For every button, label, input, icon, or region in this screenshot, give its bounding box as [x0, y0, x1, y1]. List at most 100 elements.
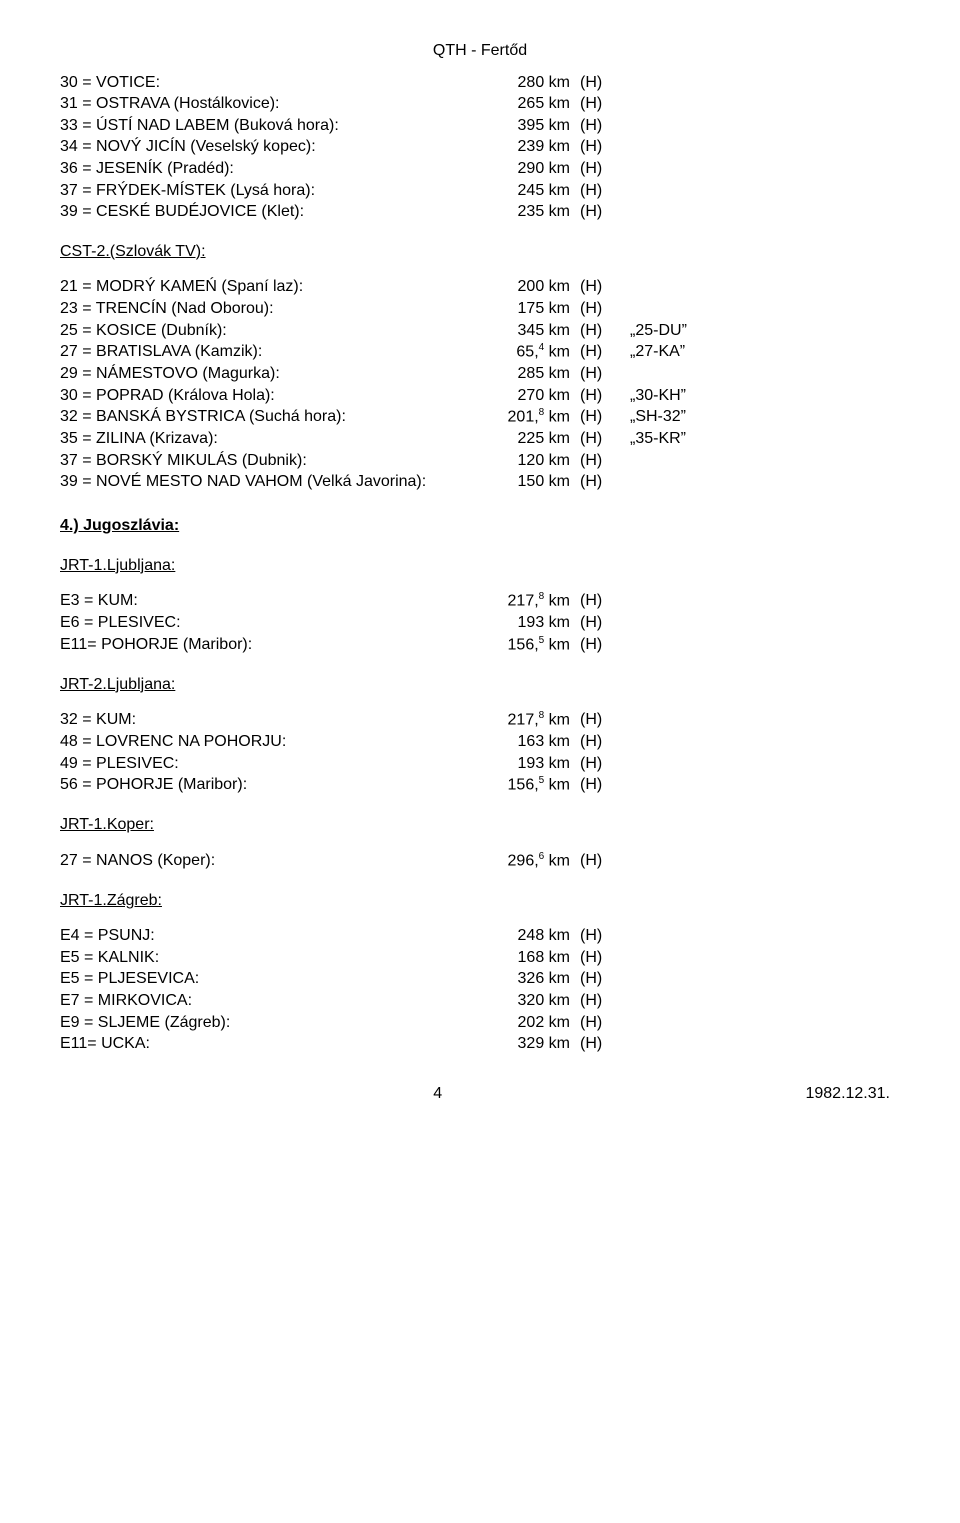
row-flag: (H)	[570, 93, 620, 115]
row-distance: 326 km	[480, 968, 570, 990]
row-flag: (H)	[570, 115, 620, 137]
row-tag	[620, 298, 720, 320]
row-distance: 175 km	[480, 298, 570, 320]
row-label: 31 = OSTRAVA (Hostálkovice):	[60, 93, 480, 115]
row-label: 36 = JESENÍK (Pradéd):	[60, 158, 480, 180]
row-label: 32 = KUM:	[60, 709, 480, 731]
block-jrt2-ljubljana: 32 = KUM:217,8 km(H)48 = LOVRENC NA POHO…	[60, 709, 900, 796]
row-distance: 270 km	[480, 385, 570, 407]
row-label: E5 = KALNIK:	[60, 947, 480, 969]
row-label: 21 = MODRÝ KAMEŃ (Spaní laz):	[60, 276, 480, 298]
table-row: 48 = LOVRENC NA POHORJU:163 km(H)	[60, 731, 900, 753]
table-row: 29 = NÁMESTOVO (Magurka):285 km(H)	[60, 363, 900, 385]
row-label: E11= UCKA:	[60, 1033, 480, 1055]
row-label: 35 = ZILINA (Krizava):	[60, 428, 480, 450]
row-flag: (H)	[570, 634, 620, 656]
row-tag	[620, 850, 720, 872]
row-flag: (H)	[570, 201, 620, 223]
block-jrt1-zagreb: E4 = PSUNJ:248 km(H)E5 = KALNIK:168 km(H…	[60, 925, 900, 1055]
row-distance: 156,5 km	[480, 774, 570, 796]
table-row: 32 = BANSKÁ BYSTRICA (Suchá hora):201,8 …	[60, 406, 900, 428]
table-row: 25 = KOSICE (Dubník):345 km(H)„25-DU”	[60, 320, 900, 342]
row-tag	[620, 363, 720, 385]
row-tag: „35-KR”	[620, 428, 720, 450]
row-flag: (H)	[570, 850, 620, 872]
row-flag: (H)	[570, 180, 620, 202]
row-distance: 193 km	[480, 612, 570, 634]
row-tag	[620, 990, 720, 1012]
row-tag	[620, 731, 720, 753]
table-row: 49 = PLESIVEC:193 km(H)	[60, 753, 900, 775]
table-row: 30 = VOTICE:280 km(H)	[60, 72, 900, 94]
table-row: E3 = KUM:217,8 km(H)	[60, 590, 900, 612]
row-tag	[620, 115, 720, 137]
row-tag	[620, 774, 720, 796]
row-flag: (H)	[570, 136, 620, 158]
row-distance: 65,4 km	[480, 341, 570, 363]
table-row: E5 = KALNIK:168 km(H)	[60, 947, 900, 969]
row-flag: (H)	[570, 406, 620, 428]
row-label: 49 = PLESIVEC:	[60, 753, 480, 775]
row-flag: (H)	[570, 72, 620, 94]
row-flag: (H)	[570, 968, 620, 990]
table-row: 27 = NANOS (Koper):296,6 km(H)	[60, 850, 900, 872]
row-flag: (H)	[570, 774, 620, 796]
row-flag: (H)	[570, 925, 620, 947]
row-tag	[620, 1033, 720, 1055]
row-label: E5 = PLJESEVICA:	[60, 968, 480, 990]
row-label: 56 = POHORJE (Maribor):	[60, 774, 480, 796]
row-distance: 217,8 km	[480, 590, 570, 612]
row-distance: 217,8 km	[480, 709, 570, 731]
row-distance: 156,5 km	[480, 634, 570, 656]
table-row: 39 = CESKÉ BUDÉJOVICE (Klet):235 km(H)	[60, 201, 900, 223]
row-distance: 329 km	[480, 1033, 570, 1055]
row-tag	[620, 925, 720, 947]
row-tag	[620, 590, 720, 612]
row-tag	[620, 612, 720, 634]
row-tag	[620, 201, 720, 223]
row-distance: 235 km	[480, 201, 570, 223]
row-label: 39 = CESKÉ BUDÉJOVICE (Klet):	[60, 201, 480, 223]
row-label: E7 = MIRKOVICA:	[60, 990, 480, 1012]
table-row: 21 = MODRÝ KAMEŃ (Spaní laz):200 km(H)	[60, 276, 900, 298]
page-footer: 4 1982.12.31.	[60, 1083, 900, 1105]
row-flag: (H)	[570, 990, 620, 1012]
row-tag	[620, 471, 720, 493]
row-flag: (H)	[570, 298, 620, 320]
table-row: 56 = POHORJE (Maribor):156,5 km(H)	[60, 774, 900, 796]
page-header: QTH - Fertőd	[60, 40, 900, 62]
row-tag	[620, 72, 720, 94]
row-tag	[620, 450, 720, 472]
row-label: 33 = ÚSTÍ NAD LABEM (Buková hora):	[60, 115, 480, 137]
section-jrt1-zagreb: JRT-1.Zágreb:	[60, 890, 900, 912]
row-label: 23 = TRENCÍN (Nad Oborou):	[60, 298, 480, 320]
footer-date: 1982.12.31.	[805, 1083, 890, 1105]
row-flag: (H)	[570, 320, 620, 342]
row-distance: 290 km	[480, 158, 570, 180]
block-jrt1-koper: 27 = NANOS (Koper):296,6 km(H)	[60, 850, 900, 872]
row-distance: 202 km	[480, 1012, 570, 1034]
row-flag: (H)	[570, 1033, 620, 1055]
row-distance: 120 km	[480, 450, 570, 472]
table-row: 23 = TRENCÍN (Nad Oborou):175 km(H)	[60, 298, 900, 320]
row-distance: 345 km	[480, 320, 570, 342]
table-row: 31 = OSTRAVA (Hostálkovice):265 km(H)	[60, 93, 900, 115]
row-tag	[620, 709, 720, 731]
table-row: 30 = POPRAD (Králova Hola):270 km(H)„30-…	[60, 385, 900, 407]
row-tag	[620, 158, 720, 180]
row-tag	[620, 1012, 720, 1034]
section-cst2: CST-2.(Szlovák TV):	[60, 241, 900, 263]
table-row: 32 = KUM:217,8 km(H)	[60, 709, 900, 731]
row-distance: 201,8 km	[480, 406, 570, 428]
table-row: 27 = BRATISLAVA (Kamzik):65,4 km(H)„27-K…	[60, 341, 900, 363]
row-label: 32 = BANSKÁ BYSTRICA (Suchá hora):	[60, 406, 480, 428]
table-row: E11= UCKA:329 km(H)	[60, 1033, 900, 1055]
row-tag: „27-KA”	[620, 341, 720, 363]
row-flag: (H)	[570, 450, 620, 472]
row-tag	[620, 93, 720, 115]
table-row: E6 = PLESIVEC:193 km(H)	[60, 612, 900, 634]
row-label: 48 = LOVRENC NA POHORJU:	[60, 731, 480, 753]
block-cst1: 30 = VOTICE:280 km(H)31 = OSTRAVA (Hostá…	[60, 72, 900, 223]
row-label: 37 = FRÝDEK-MÍSTEK (Lysá hora):	[60, 180, 480, 202]
row-flag: (H)	[570, 428, 620, 450]
